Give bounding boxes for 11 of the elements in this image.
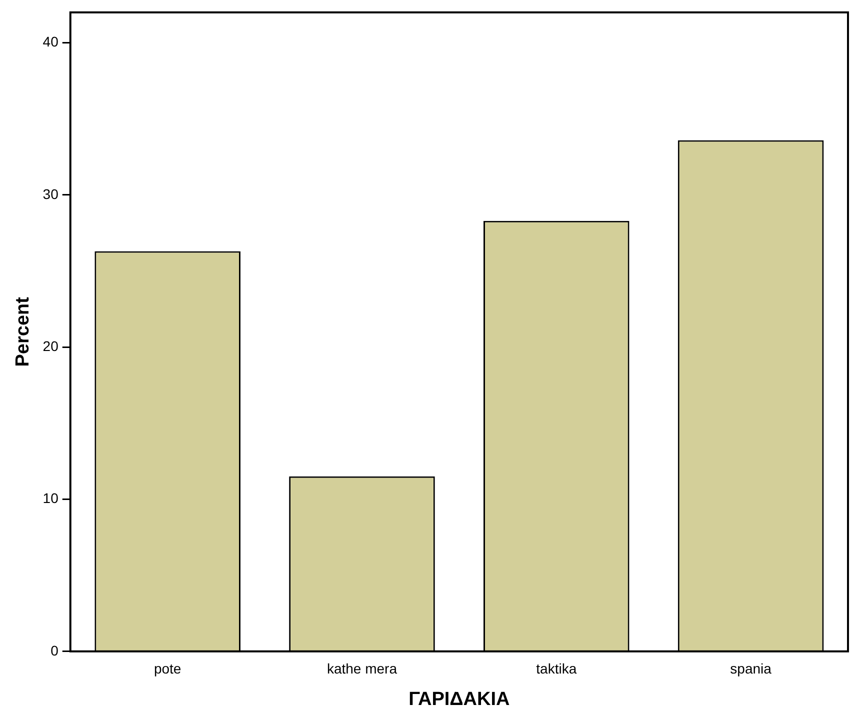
y-tick-label: 40 — [42, 34, 59, 50]
x-axis-title: ΓΑΡΙΔΑΚΙΑ — [408, 688, 510, 710]
y-tick-label: 30 — [42, 186, 59, 202]
x-tick-label: kathe mera — [326, 660, 398, 677]
x-tick-label: taktika — [536, 660, 577, 677]
x-tick-label: pote — [154, 660, 182, 677]
y-tick-label: 0 — [50, 642, 59, 658]
y-axis-title: Percent — [12, 296, 34, 367]
y-tick-label: 20 — [42, 338, 59, 354]
x-tick-label: spania — [730, 660, 772, 677]
y-tick-label: 10 — [42, 490, 59, 506]
